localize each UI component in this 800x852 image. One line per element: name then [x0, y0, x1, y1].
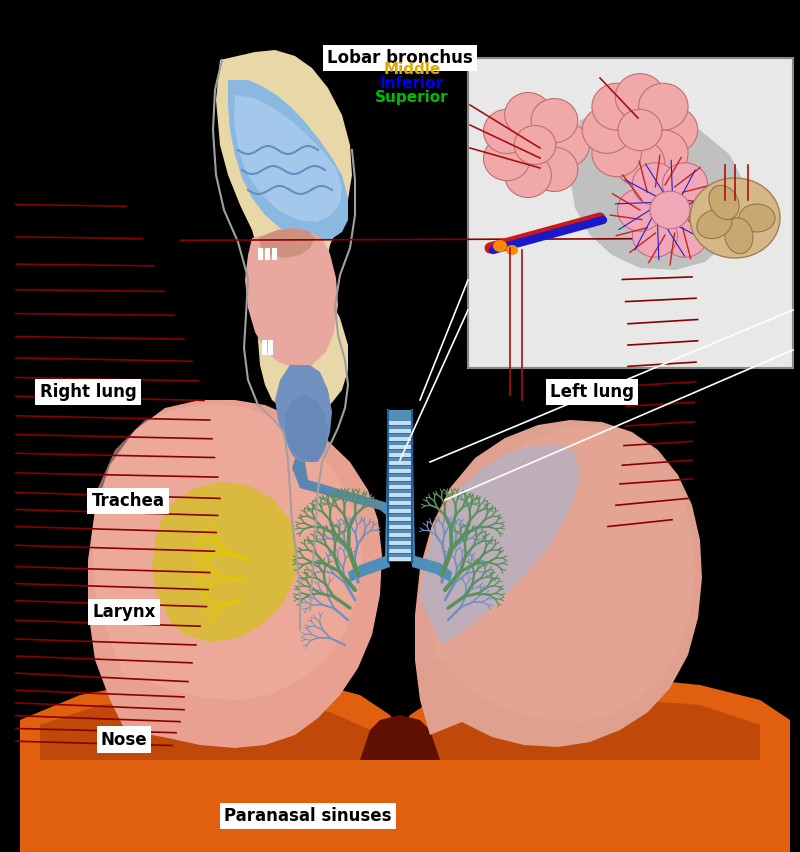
- Ellipse shape: [662, 163, 707, 205]
- Polygon shape: [40, 698, 395, 760]
- Polygon shape: [387, 524, 413, 529]
- Polygon shape: [262, 340, 267, 355]
- Ellipse shape: [618, 109, 662, 151]
- Polygon shape: [216, 50, 352, 412]
- Polygon shape: [285, 395, 328, 462]
- Text: Trachea: Trachea: [91, 492, 165, 510]
- Ellipse shape: [493, 240, 507, 252]
- Text: Lobar bronchus: Lobar bronchus: [327, 49, 473, 67]
- Ellipse shape: [709, 186, 739, 220]
- Polygon shape: [387, 484, 413, 489]
- Ellipse shape: [615, 140, 665, 187]
- Polygon shape: [415, 420, 702, 747]
- Ellipse shape: [592, 83, 642, 130]
- Polygon shape: [228, 80, 348, 242]
- Polygon shape: [92, 404, 362, 700]
- Polygon shape: [387, 500, 413, 505]
- Polygon shape: [387, 436, 413, 441]
- Ellipse shape: [697, 210, 732, 239]
- Polygon shape: [234, 95, 342, 222]
- Polygon shape: [420, 445, 580, 645]
- Ellipse shape: [582, 106, 632, 153]
- Text: Left lung: Left lung: [550, 383, 634, 401]
- Ellipse shape: [633, 163, 678, 205]
- Polygon shape: [360, 715, 440, 760]
- Polygon shape: [410, 698, 760, 760]
- Polygon shape: [385, 410, 415, 560]
- Text: Superior: Superior: [375, 90, 449, 106]
- Ellipse shape: [662, 215, 707, 257]
- Polygon shape: [268, 340, 273, 355]
- Text: Nose: Nose: [101, 730, 147, 749]
- Polygon shape: [387, 452, 413, 457]
- Ellipse shape: [690, 178, 780, 258]
- Polygon shape: [265, 248, 270, 260]
- Polygon shape: [387, 556, 413, 561]
- Polygon shape: [387, 548, 413, 553]
- Polygon shape: [245, 228, 338, 368]
- Ellipse shape: [531, 99, 578, 142]
- Ellipse shape: [505, 153, 551, 198]
- Polygon shape: [387, 476, 413, 481]
- Polygon shape: [570, 110, 745, 270]
- Polygon shape: [430, 425, 695, 722]
- Polygon shape: [387, 420, 413, 425]
- Polygon shape: [387, 508, 413, 513]
- Polygon shape: [387, 532, 413, 537]
- Polygon shape: [272, 248, 277, 260]
- Ellipse shape: [638, 83, 688, 130]
- Text: Larynx: Larynx: [92, 602, 156, 621]
- Polygon shape: [412, 555, 452, 582]
- Polygon shape: [387, 444, 413, 449]
- Ellipse shape: [483, 109, 530, 153]
- Ellipse shape: [506, 245, 518, 255]
- Text: Inferior: Inferior: [380, 76, 444, 91]
- Ellipse shape: [543, 123, 590, 167]
- Ellipse shape: [650, 191, 690, 228]
- Polygon shape: [387, 516, 413, 521]
- Polygon shape: [387, 540, 413, 545]
- Ellipse shape: [648, 106, 698, 153]
- Ellipse shape: [531, 147, 578, 192]
- Polygon shape: [275, 365, 332, 462]
- Polygon shape: [348, 555, 390, 582]
- Polygon shape: [387, 460, 413, 465]
- Ellipse shape: [725, 218, 753, 254]
- Polygon shape: [387, 492, 413, 497]
- Ellipse shape: [638, 130, 688, 176]
- Text: Right lung: Right lung: [40, 383, 136, 401]
- Polygon shape: [292, 456, 397, 518]
- Polygon shape: [258, 248, 263, 260]
- Text: Middle: Middle: [383, 62, 441, 78]
- Polygon shape: [152, 482, 298, 642]
- Polygon shape: [258, 228, 315, 258]
- Ellipse shape: [483, 136, 530, 181]
- Polygon shape: [88, 400, 382, 748]
- Text: Paranasal sinuses: Paranasal sinuses: [224, 807, 392, 826]
- Ellipse shape: [514, 125, 556, 164]
- Ellipse shape: [633, 215, 678, 257]
- Polygon shape: [387, 468, 413, 473]
- Ellipse shape: [505, 93, 551, 136]
- Ellipse shape: [618, 189, 662, 231]
- Ellipse shape: [615, 73, 665, 120]
- Ellipse shape: [678, 189, 722, 231]
- Ellipse shape: [592, 130, 642, 176]
- Polygon shape: [387, 428, 413, 433]
- Polygon shape: [20, 675, 790, 852]
- Bar: [468, 58, 793, 368]
- Ellipse shape: [739, 204, 775, 232]
